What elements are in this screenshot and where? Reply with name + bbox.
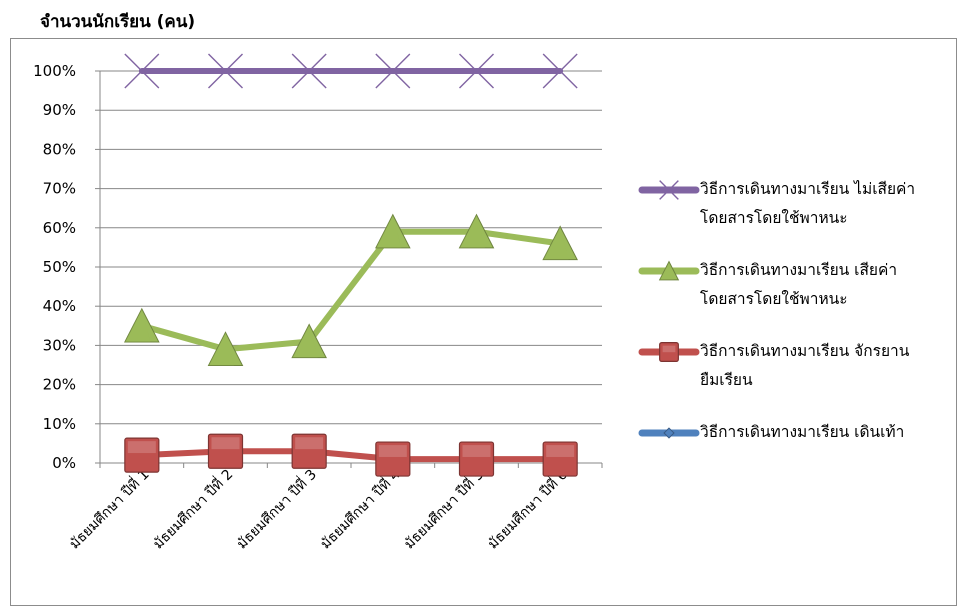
legend-swatch <box>638 180 700 200</box>
legend-label-line: โดยสารโดยใช้พาหนะ <box>700 290 848 308</box>
data-point <box>291 433 327 469</box>
marker-shape <box>542 441 578 477</box>
square-marker <box>659 342 679 362</box>
marker-shape <box>659 342 679 362</box>
marker-highlight <box>292 324 318 358</box>
legend-label: วิธีการเดินทางมาเรียน ไม่เสียค่าโดยสารโด… <box>700 175 958 233</box>
data-point <box>207 331 244 366</box>
data-point <box>542 441 578 477</box>
legend-label: วิธีการเดินทางมาเรียน เดินเท้า <box>700 418 958 447</box>
marker-highlight <box>543 226 569 260</box>
data-point <box>124 437 160 473</box>
y-tick-label: 80% <box>43 140 76 158</box>
legend-item: วิธีการเดินทางมาเรียน เดินเท้า <box>638 418 958 478</box>
marker-highlight <box>546 445 575 457</box>
legend-label: วิธีการเดินทางมาเรียน จักรยานยืมเรียน <box>700 337 958 395</box>
marker-stroke <box>291 53 327 89</box>
marker-shape <box>658 260 680 281</box>
y-tick-label: 60% <box>43 219 76 237</box>
marker-shape <box>124 437 160 473</box>
data-point <box>291 53 327 89</box>
legend-swatch <box>638 427 700 439</box>
marker-highlight <box>462 445 491 457</box>
marker-stroke <box>375 53 411 89</box>
data-point <box>208 53 243 89</box>
marker-stroke <box>124 53 160 89</box>
legend-label-line: โดยสารโดยใช้พาหนะ <box>700 209 848 227</box>
data-point <box>375 213 411 249</box>
legend-label: วิธีการเดินทางมาเรียน เสียค่าโดยสารโดยใช… <box>700 256 958 314</box>
legend-item: วิธีการเดินทางมาเรียน จักรยานยืมเรียน <box>638 337 958 397</box>
legend-label-line: วิธีการเดินทางมาเรียน ไม่เสียค่า <box>700 180 916 198</box>
marker-shape <box>458 213 495 249</box>
marker-shape <box>663 427 675 439</box>
x-tick-label: มัธยมศึกษา ปีที่ 4 <box>316 465 403 552</box>
y-tick-label: 50% <box>43 258 76 276</box>
y-tick-label: 100% <box>33 62 76 80</box>
marker-shape <box>375 441 411 477</box>
x-tick-label: มัธยมศึกษา ปีที่ 2 <box>149 465 236 552</box>
marker-highlight <box>124 308 151 342</box>
triangle-marker <box>658 260 680 281</box>
series-line <box>138 228 564 353</box>
y-tick-label: 30% <box>43 336 76 354</box>
marker-shape <box>207 433 244 469</box>
data-point <box>542 53 578 89</box>
x-tick-label: มัธยมศึกษา ปีที่ 1 <box>65 465 152 552</box>
data-point <box>124 53 160 89</box>
marker-shape <box>291 433 327 469</box>
marker-shape <box>124 307 160 343</box>
data-point <box>207 433 244 469</box>
legend-swatch <box>638 260 700 281</box>
legend-label-line: วิธีการเดินทางมาเรียน จักรยาน <box>700 342 910 360</box>
x-tick-label: มัธยมศึกษา ปีที่ 3 <box>233 465 320 552</box>
y-tick-label: 70% <box>43 180 76 198</box>
legend-label-line: วิธีการเดินทางมาเรียน เสียค่า <box>700 261 898 279</box>
y-tick-label: 10% <box>43 415 76 433</box>
y-tick-label: 90% <box>43 101 76 119</box>
y-tick-label: 40% <box>43 297 76 315</box>
marker-highlight <box>662 345 676 353</box>
series-line <box>138 448 564 463</box>
data-point <box>375 441 411 477</box>
marker-stroke <box>542 53 578 89</box>
marker-shape <box>291 323 327 359</box>
marker-highlight <box>378 445 407 457</box>
data-point <box>458 213 495 249</box>
legend-item: วิธีการเดินทางมาเรียน ไม่เสียค่าโดยสารโด… <box>638 175 958 235</box>
legend-swatch <box>638 342 700 362</box>
x-marker <box>659 180 679 200</box>
legend-item: วิธีการเดินทางมาเรียน เสียค่าโดยสารโดยใช… <box>638 256 958 316</box>
marker-stroke <box>659 180 679 200</box>
marker-shape <box>207 331 244 366</box>
marker-highlight <box>208 332 234 366</box>
data-point <box>375 53 411 89</box>
legend-label-line: วิธีการเดินทางมาเรียน เดินเท้า <box>700 423 905 441</box>
data-point <box>124 307 160 343</box>
marker-highlight <box>211 437 240 450</box>
marker-stroke <box>208 53 243 89</box>
marker-highlight <box>127 441 156 454</box>
diamond-marker <box>663 427 675 439</box>
marker-highlight <box>295 437 324 450</box>
marker-highlight <box>375 214 402 248</box>
legend-label-line: ยืมเรียน <box>700 371 753 389</box>
chart-title: จำนวนนักเรียน (คน) <box>40 12 196 32</box>
data-point <box>459 53 494 89</box>
marker-shape <box>458 441 495 477</box>
chart-frame <box>10 38 957 606</box>
x-tick-label: มัธยมศึกษา ปีที่ 5 <box>400 465 487 552</box>
marker-shape <box>375 213 411 249</box>
data-point <box>291 323 327 359</box>
data-point <box>542 225 578 261</box>
marker-highlight <box>459 214 485 248</box>
marker-stroke <box>459 53 494 89</box>
data-point <box>458 441 495 477</box>
y-tick-label: 20% <box>43 376 76 394</box>
marker-shape <box>542 225 578 261</box>
y-tick-label: 0% <box>52 454 76 472</box>
x-tick-label: มัธยมศึกษา ปีที่ 6 <box>484 465 571 552</box>
